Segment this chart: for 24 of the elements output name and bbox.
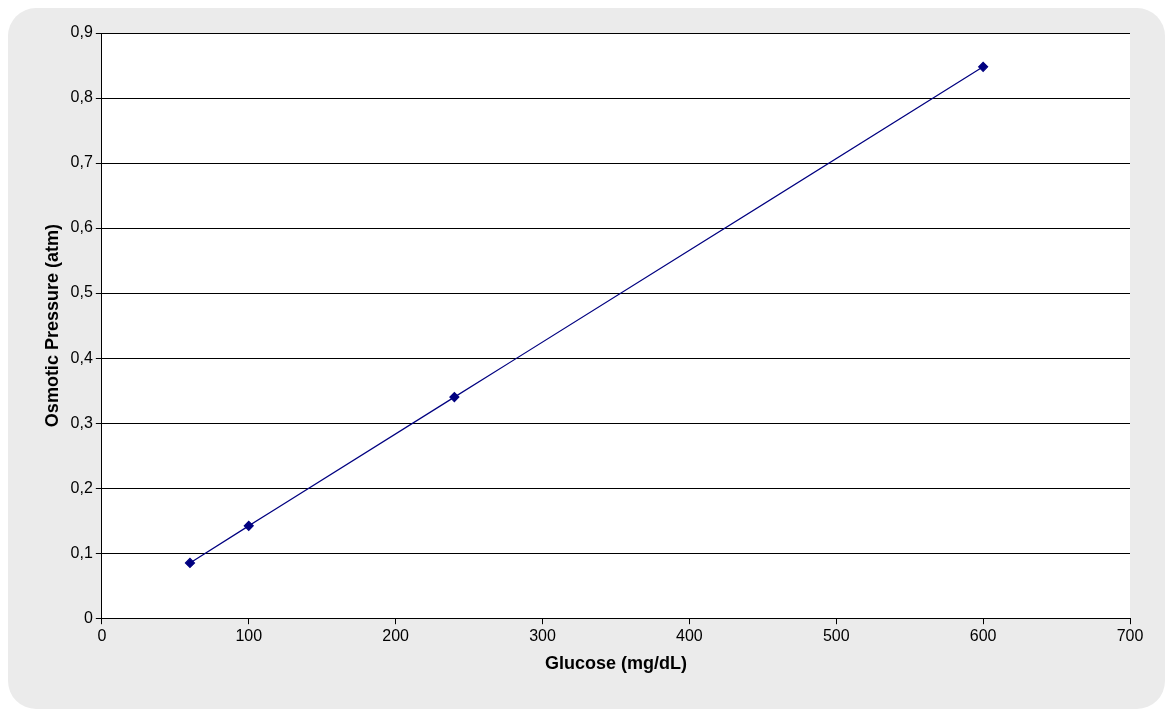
x-axis-title: Glucose (mg/dL) bbox=[544, 653, 687, 674]
x-tick-label: 700 bbox=[1116, 627, 1144, 645]
x-tick-label: 200 bbox=[382, 627, 410, 645]
y-tick-label: 0,1 bbox=[70, 543, 93, 561]
y-tick-label: 0,2 bbox=[70, 478, 93, 496]
y-tick-label: 0,9 bbox=[70, 23, 93, 41]
point bbox=[449, 392, 460, 403]
y-tick-label: 0,7 bbox=[70, 153, 93, 171]
x-tick-label: 300 bbox=[529, 627, 556, 645]
y-axis-title: Osmotic Pressure (atm) bbox=[41, 224, 62, 428]
x-tick-label: 600 bbox=[969, 627, 997, 645]
x-tick-label: 100 bbox=[235, 627, 263, 645]
x-tick-label: 400 bbox=[676, 627, 703, 645]
y-tick-label: 0,8 bbox=[70, 88, 93, 106]
point bbox=[243, 520, 254, 531]
x-tick-label: 500 bbox=[822, 627, 850, 645]
y-tick-label: 0,3 bbox=[70, 413, 93, 431]
y-tick-label: 0,5 bbox=[70, 283, 93, 301]
y-tick-label: 0,4 bbox=[70, 348, 93, 366]
y-tick-label: 0 bbox=[83, 608, 93, 626]
point bbox=[184, 557, 196, 569]
y-tick-label: 0,6 bbox=[70, 218, 93, 236]
point bbox=[978, 61, 989, 72]
x-tick-label: 0 bbox=[97, 627, 107, 645]
